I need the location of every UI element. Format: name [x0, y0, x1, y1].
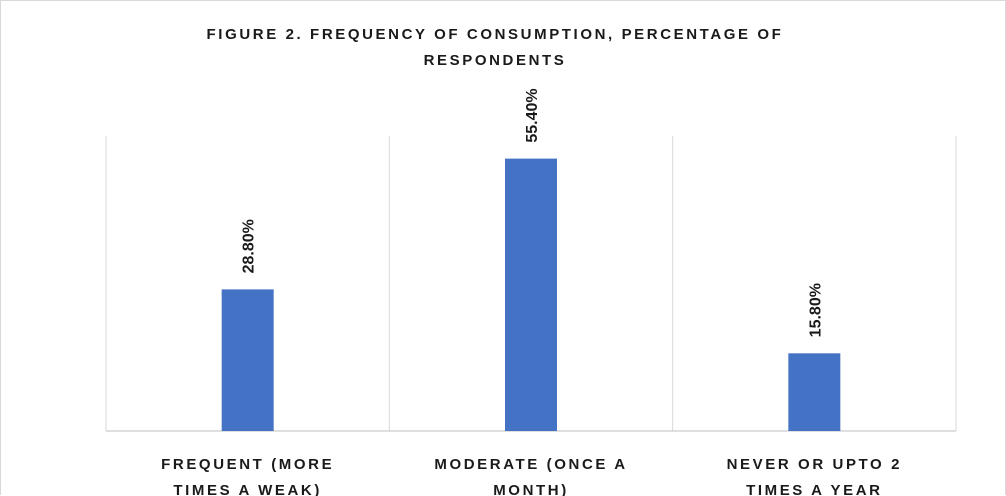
- data-label: 15.80%: [807, 283, 824, 337]
- bar: [505, 158, 557, 431]
- category-gridlines: [105, 136, 957, 431]
- category-labels: FREQUENT (MORE TIMES A WEAK) MODERATE (ONC…: [161, 456, 902, 496]
- data-label: 55.40%: [524, 88, 541, 142]
- data-label: 28.80%: [241, 219, 258, 273]
- category-label: TIMES A YEAR: [746, 482, 883, 496]
- bar: [788, 353, 841, 431]
- category-label: NEVER OR UPTO 2: [727, 456, 902, 473]
- category-label: MODERATE (ONCE A: [434, 456, 627, 473]
- category-label: TIMES A WEAK): [173, 482, 322, 496]
- chart-title-line-2: RESPONDENTS: [424, 52, 567, 69]
- chart-title-line-1: FIGURE 2. FREQUENCY OF CONSUMPTION, PERC…: [207, 26, 784, 43]
- bar: [221, 289, 274, 431]
- category-label: MONTH): [493, 482, 569, 496]
- chart-title: FIGURE 2. FREQUENCY OF CONSUMPTION, PERC…: [207, 26, 784, 69]
- bar-series: [221, 158, 841, 431]
- category-label: FREQUENT (MORE: [161, 456, 334, 473]
- data-labels: 28.80% 55.40% 15.80%: [241, 88, 825, 337]
